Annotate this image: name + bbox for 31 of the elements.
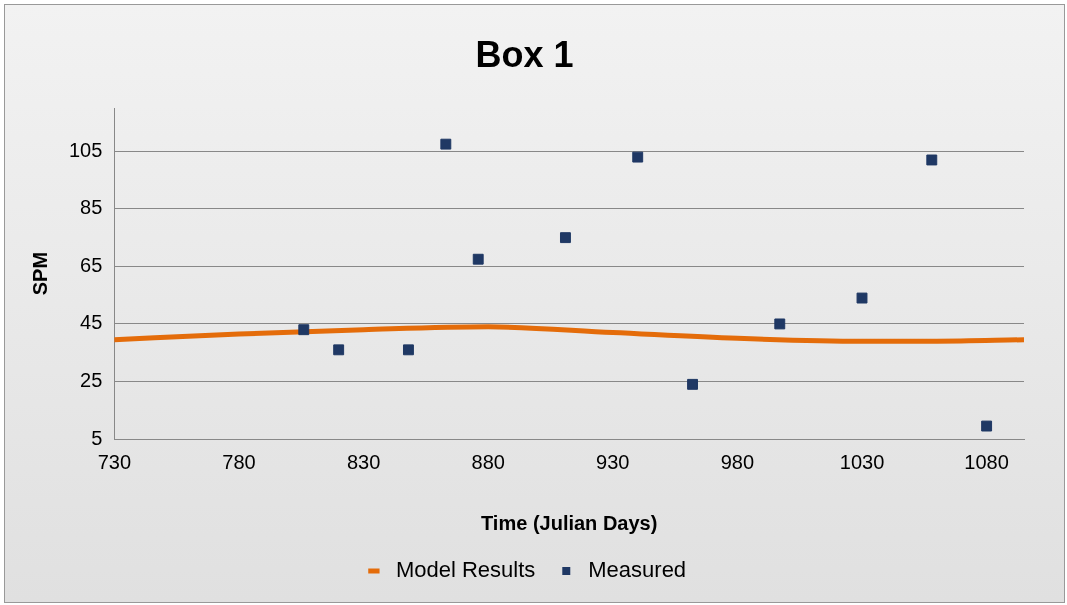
y-tick-label: 5 [91, 426, 103, 449]
legend-label: Model Results [395, 557, 536, 583]
x-tick-label: 1080 [964, 450, 1009, 473]
point [632, 151, 644, 163]
point [333, 344, 345, 356]
x-tick-label: 1030 [839, 450, 885, 473]
y-axis-title: SPM [28, 251, 51, 296]
point [856, 292, 868, 304]
x-tick-label: 980 [720, 450, 755, 473]
x-tick-label: 930 [596, 450, 630, 473]
x-tick-label: 830 [346, 450, 381, 473]
chart-title: Box 1 [475, 33, 574, 75]
point [560, 232, 571, 244]
point [472, 253, 484, 265]
legend-label: Measured [588, 557, 687, 583]
point [440, 138, 452, 150]
x-axis-title: Time (Julian Days) [481, 511, 658, 534]
x-tick-label: 880 [471, 450, 505, 473]
y-tick-label: 65 [80, 253, 103, 276]
x-tick-label: 730 [97, 450, 132, 473]
x-tick-label: 780 [222, 450, 256, 473]
point [402, 344, 414, 356]
point [981, 420, 993, 432]
point [687, 378, 698, 390]
y-tick-label: 105 [68, 138, 103, 161]
y-tick-label: 25 [80, 368, 103, 391]
y-tick-label: 85 [80, 196, 103, 219]
point [774, 318, 786, 330]
point [926, 154, 938, 166]
y-tick-label: 45 [80, 311, 103, 334]
point [298, 324, 310, 336]
